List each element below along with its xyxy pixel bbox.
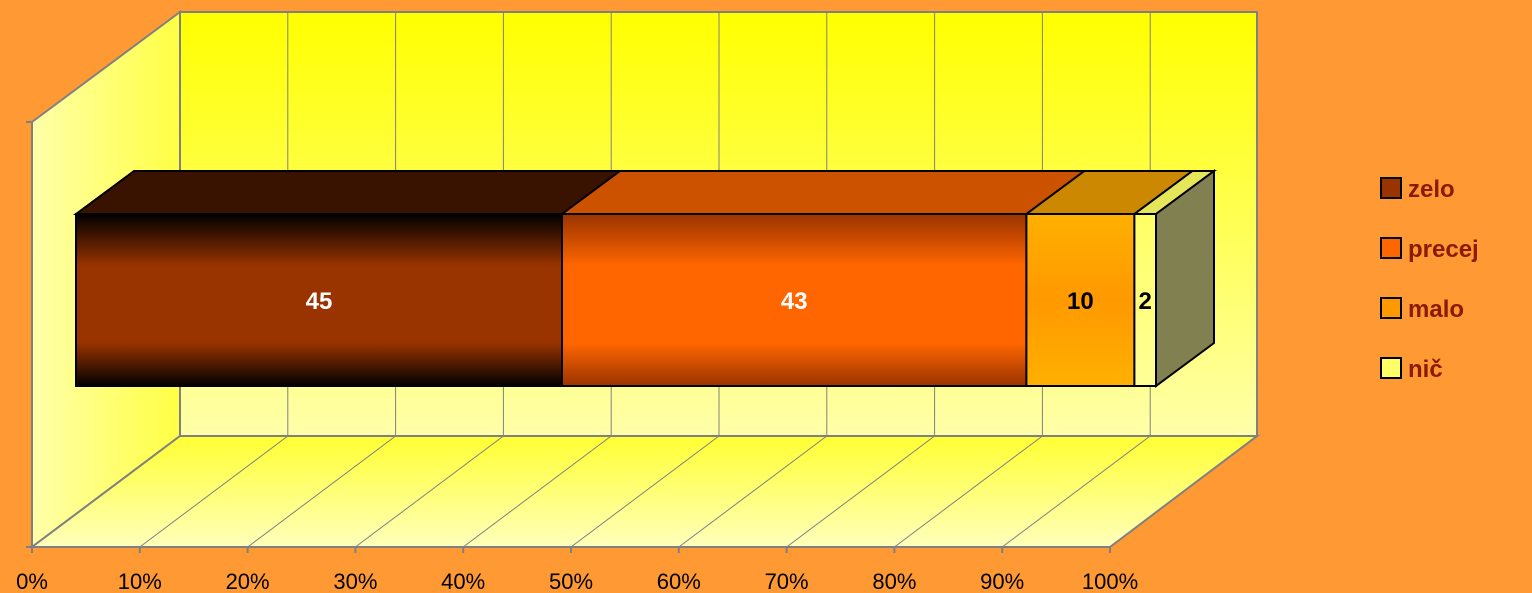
- legend-label-malo: malo: [1408, 296, 1464, 323]
- floor-gridline: [462, 435, 612, 548]
- x-tick-label: 70%: [765, 569, 809, 593]
- bar-top-zelo: [72, 170, 624, 215]
- legend-swatch-zelo: [1380, 177, 1402, 199]
- x-tick-label: 20%: [226, 569, 270, 593]
- floor-gridline: [786, 435, 935, 548]
- floor-gridline: [894, 435, 1043, 548]
- legend-item-zelo: zelo: [1380, 176, 1455, 203]
- floor-gridline: [570, 435, 720, 548]
- floor-gridline: [1001, 435, 1151, 548]
- x-tick-label: 50%: [549, 569, 593, 593]
- floor-gridline: [31, 435, 181, 548]
- floor-gridline: [1109, 435, 1259, 548]
- legend-swatch-precej: [1380, 237, 1402, 259]
- data-label-nic: 2: [1139, 288, 1152, 315]
- legend: zelo precej malo nič: [1380, 176, 1479, 383]
- legend-label-precej: precej: [1408, 236, 1479, 263]
- bar-segment-precej: [561, 213, 1028, 387]
- bar-segment-zelo: [75, 213, 563, 387]
- data-label-zelo: 45: [306, 288, 333, 315]
- legend-swatch-malo: [1380, 297, 1402, 319]
- x-tick-label: 10%: [118, 569, 162, 593]
- x-tick-label: 100%: [1082, 569, 1138, 593]
- x-tick-label: 80%: [872, 569, 916, 593]
- legend-item-malo: malo: [1380, 296, 1464, 323]
- legend-swatch-nic: [1380, 357, 1402, 379]
- x-tick-label: 0%: [16, 569, 48, 593]
- bar-top-precej: [558, 170, 1088, 215]
- data-label-malo: 10: [1067, 288, 1094, 315]
- x-tick-label: 90%: [980, 569, 1024, 593]
- x-tick-label: 40%: [441, 569, 485, 593]
- x-tick-label: 60%: [657, 569, 701, 593]
- legend-label-zelo: zelo: [1408, 176, 1455, 203]
- data-label-precej: 43: [781, 288, 808, 315]
- legend-item-nic: nič: [1380, 356, 1443, 383]
- legend-label-nic: nič: [1408, 356, 1443, 383]
- bar-segment-nic: [1133, 213, 1158, 387]
- x-axis-ticks: 0% 10% 20% 30% 40% 50% 60% 70% 80% 90% 100%: [16, 121, 1138, 593]
- bar-stack: 45 43 10 2: [72, 169, 1218, 388]
- floor-gridline: [139, 435, 289, 548]
- bar-segment-malo: [1025, 213, 1136, 387]
- x-tick-label: 30%: [333, 569, 377, 593]
- legend-item-precej: precej: [1380, 236, 1479, 263]
- floor-gridline: [678, 435, 828, 548]
- floor-gridline: [247, 435, 396, 548]
- floor-gridline: [355, 435, 504, 548]
